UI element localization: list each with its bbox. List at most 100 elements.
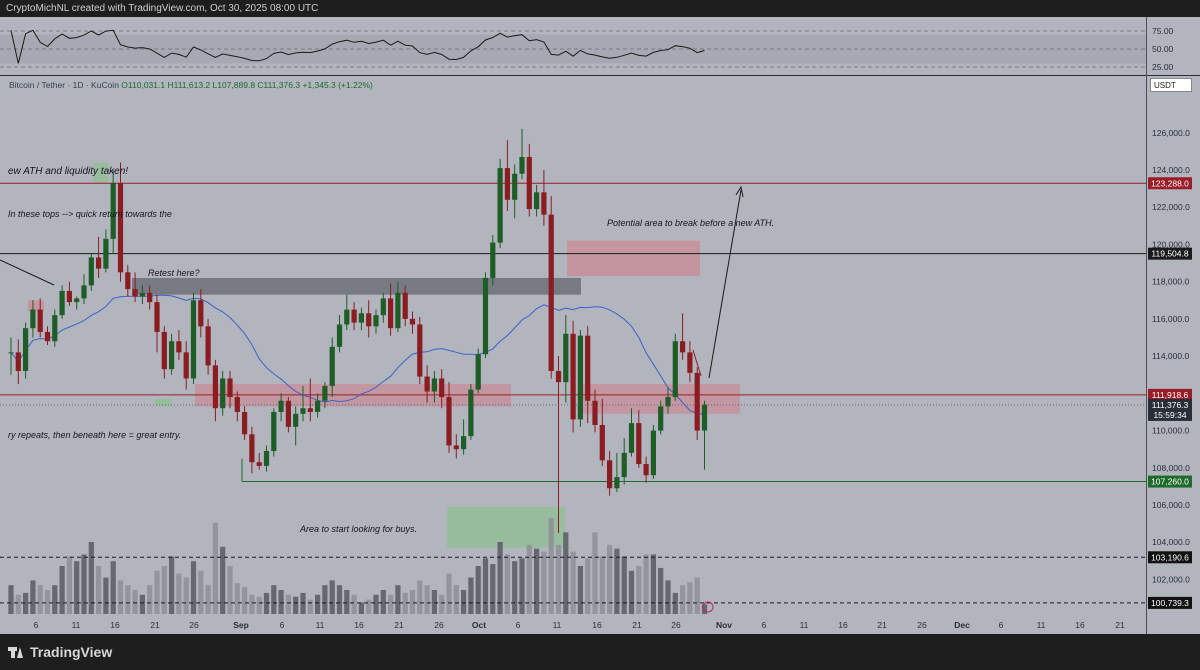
candle-body [592,400,598,425]
event-icon [702,601,714,613]
candle-body [439,378,445,398]
time-tick-label: 11 [553,620,562,630]
volume-bar [344,590,350,614]
candle-body [322,385,328,401]
volume-bar [336,585,343,614]
volume-bar [555,544,562,614]
price-tick-label: 104,000.0 [1152,537,1190,547]
candle-body [446,397,452,446]
time-tick-label: 6 [280,620,285,630]
volume-bar [103,577,109,614]
volume-bar [307,599,313,614]
moving-average-line [10,294,705,416]
ohlc-values: O110,031.1 H111,613.2 L107,889.8 C111,37… [121,80,373,90]
candle-body [563,333,569,383]
buy-zone [447,506,565,548]
volume-bar [212,522,218,614]
volume-bar [154,570,160,614]
volume-bar [475,566,481,614]
volume-bar [672,592,678,614]
candle-body [366,313,372,327]
volume-bar [74,561,80,614]
time-tick-label: 11 [800,620,809,630]
volume-bar [125,585,131,614]
candle-body [555,371,562,383]
volume-bar [198,570,204,614]
candle-body [176,341,182,353]
volume-bar [424,585,430,614]
volume-bar [650,554,656,614]
volume-bar [30,580,36,614]
candle-body [665,397,671,407]
volume-bar [37,585,43,614]
time-tick-label: 26 [671,620,681,630]
time-tick-label: 21 [394,620,404,630]
price-line-badge [1148,551,1192,564]
candle-body [380,298,386,316]
small-zone-left [28,300,44,312]
candle-body [373,315,379,327]
candle-body [344,309,350,325]
candle-body [161,331,167,370]
time-tick-label: Sep [233,620,249,630]
footer-bar [0,634,1200,670]
candle-body [81,285,87,299]
rsi-line [10,29,705,64]
time-tick-label: 6 [34,620,39,630]
price-tick-label: 122,000.0 [1152,202,1190,212]
candle-body [23,328,29,371]
candle-body [577,335,583,420]
volume-bar [409,590,416,614]
time-tick-label: 21 [1115,620,1125,630]
price-tick-label: 110,000.0 [1152,426,1189,436]
candle-body [519,156,525,174]
candle-body [628,423,635,453]
time-tick-label: 21 [632,620,642,630]
price-line-badge [1148,475,1192,488]
candle-body [694,372,700,431]
volume-bar [614,548,620,614]
volume-bar [8,585,14,614]
candle-body [687,352,693,373]
candle-body [541,192,547,215]
time-axis [0,614,1200,634]
volume-bar [439,594,445,614]
volume-bar [694,577,700,614]
time-tick-label: 16 [354,620,364,630]
candle-body [96,257,102,269]
chart-credit: CryptoMichNL created with TradingView.co… [6,3,319,14]
volume-bar [592,532,598,614]
price-line-badge [1148,388,1192,401]
arrow-line-left [0,259,55,286]
volume-bar [322,585,328,614]
candle-body [621,452,627,478]
candle-body [278,400,284,412]
candle-body [110,183,116,239]
candle-body [424,376,430,392]
volume-bar [490,564,496,614]
candle-body [672,341,678,398]
candle-body [59,290,65,316]
candle-body [395,292,401,329]
candle-body [271,411,277,452]
volume-bar [577,566,583,614]
time-tick-label: Dec [954,620,970,630]
candle-body [103,238,109,269]
small-zone-top [93,162,108,184]
volume-bar [329,580,335,614]
volume-bar [183,577,189,614]
time-tick-label: 11 [1037,620,1046,630]
candle-body [212,365,218,409]
price-line-badge [1148,177,1192,190]
candle-body [468,389,474,437]
currency-selector[interactable]: USDT [1150,78,1192,92]
candle-body [117,183,124,273]
candle-body [336,324,343,347]
rsi-tick-label: 50.00 [1152,44,1174,54]
candle-body [534,192,540,210]
annotation-retest: Retest here? [148,268,200,278]
price-line-label: 107,260.0 [1151,477,1189,487]
candle-body [198,300,204,327]
volume-bar [59,566,65,614]
